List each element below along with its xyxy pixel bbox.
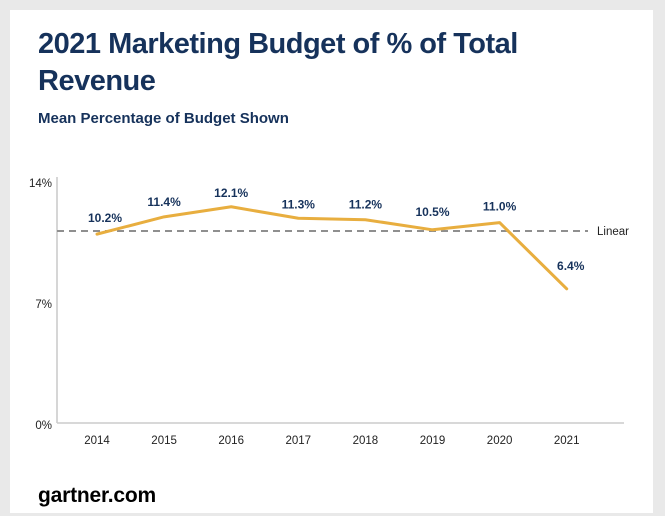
x-axis-year-label: 2018: [353, 435, 379, 447]
x-axis-year-label: 2019: [420, 435, 446, 447]
data-point-label: 10.2%: [88, 211, 122, 225]
data-point-label: 11.2%: [349, 198, 383, 212]
chart-header: 2021 Marketing Budget of % of Total Reve…: [38, 26, 583, 127]
chart-subtitle: Mean Percentage of Budget Shown: [38, 110, 289, 127]
x-axis-year-label: 2016: [218, 435, 244, 447]
y-axis-tick-label: 14%: [29, 178, 52, 190]
data-point-label: 11.4%: [147, 195, 181, 209]
reference-line-label: Linear: [597, 226, 629, 238]
y-axis-tick-label: 0%: [35, 420, 52, 432]
data-point-label: 10.5%: [415, 205, 449, 219]
x-axis-year-label: 2015: [151, 435, 177, 447]
x-axis-year-label: 2014: [84, 435, 110, 447]
x-axis-year-label: 2017: [286, 435, 312, 447]
x-axis-year-label: 2021: [554, 435, 580, 447]
x-axis-year-label: 2020: [487, 435, 513, 447]
data-point-label: 6.4%: [557, 259, 585, 273]
data-point-label: 11.3%: [282, 197, 316, 211]
data-point-label: 12.1%: [214, 186, 248, 200]
y-axis-tick-label: 7%: [35, 299, 52, 311]
chart-card: [10, 10, 653, 513]
budget-trend-line: [95, 205, 569, 291]
source-link[interactable]: gartner.com: [38, 484, 157, 507]
page-title: 2021 Marketing Budget of % of Total Reve…: [38, 28, 518, 97]
data-point-label: 11.0%: [483, 200, 517, 214]
